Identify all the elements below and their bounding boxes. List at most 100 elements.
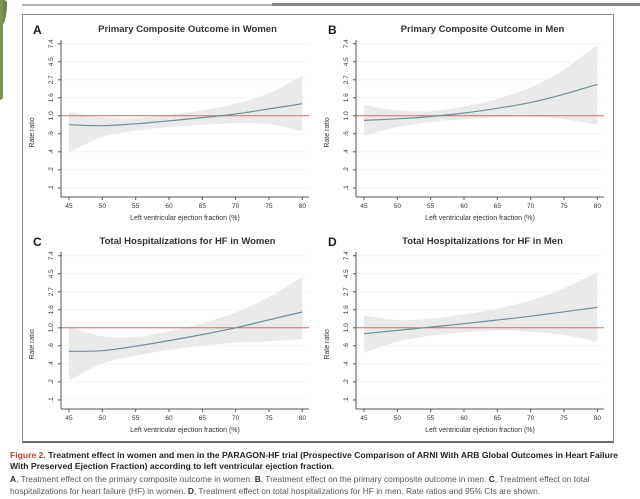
svg-text:75: 75 xyxy=(265,203,273,210)
svg-text:Left ventricular ejection frac: Left ventricular ejection fraction (%) xyxy=(425,215,535,222)
svg-text:65: 65 xyxy=(493,203,501,210)
svg-text:80: 80 xyxy=(298,415,306,422)
caption-body-block: A, Treatment effect on the primary compo… xyxy=(10,474,634,497)
svg-text:2.7: 2.7 xyxy=(48,286,55,295)
caption-panel-b-ref: B xyxy=(254,474,261,485)
svg-text:.1: .1 xyxy=(48,396,55,402)
svg-text:.6: .6 xyxy=(343,131,350,137)
panel-b-title: Primary Composite Outcome in Men xyxy=(400,24,565,35)
svg-text:2.7: 2.7 xyxy=(48,75,55,84)
svg-text:75: 75 xyxy=(560,415,568,422)
panel-b-letter: B xyxy=(328,23,337,37)
svg-text:.1: .1 xyxy=(343,185,350,191)
svg-text:.6: .6 xyxy=(48,131,55,137)
svg-text:Rate ratio: Rate ratio xyxy=(29,117,36,147)
svg-text:55: 55 xyxy=(132,203,140,210)
svg-text:1.0: 1.0 xyxy=(343,111,350,120)
svg-text:60: 60 xyxy=(460,415,468,422)
svg-text:7.4: 7.4 xyxy=(48,39,55,48)
svg-text:60: 60 xyxy=(460,203,468,210)
svg-text:65: 65 xyxy=(493,415,501,422)
top-rule-dark-segment xyxy=(272,3,640,6)
svg-text:65: 65 xyxy=(198,415,206,422)
svg-text:2.7: 2.7 xyxy=(343,286,350,295)
panel-a-letter: A xyxy=(33,23,42,37)
panel-d-letter: D xyxy=(328,234,337,249)
svg-text:7.4: 7.4 xyxy=(343,39,350,48)
green-edge-tab-line xyxy=(0,0,3,100)
svg-text:50: 50 xyxy=(393,415,401,422)
svg-text:1.0: 1.0 xyxy=(343,322,350,331)
caption-bold-block: Figure 2. Treatment effect in women and … xyxy=(10,450,634,472)
svg-text:75: 75 xyxy=(560,203,568,210)
green-edge-tab xyxy=(0,0,7,26)
svg-text:70: 70 xyxy=(527,415,535,422)
svg-text:70: 70 xyxy=(527,203,535,210)
panel-c: C Total Hospitalizations for HF in Women… xyxy=(23,230,318,442)
svg-text:.4: .4 xyxy=(48,360,55,366)
svg-text:.1: .1 xyxy=(343,396,350,402)
svg-text:55: 55 xyxy=(427,415,435,422)
panel-c-title: Total Hospitalizations for HF in Women xyxy=(99,235,276,247)
caption-panel-a-text: , Treatment effect on the primary compos… xyxy=(16,474,255,485)
caption-panel-a-ref: A xyxy=(10,474,17,485)
panel-c-letter: C xyxy=(33,234,42,249)
figure-panels-grid: A Primary Composite Outcome in Women .1.… xyxy=(23,15,613,441)
svg-text:50: 50 xyxy=(98,415,106,422)
svg-text:70: 70 xyxy=(232,203,240,210)
svg-text:50: 50 xyxy=(393,203,401,210)
svg-text:.4: .4 xyxy=(343,360,350,366)
svg-text:.4: .4 xyxy=(48,149,55,155)
panel-a-chart: .1 .2 .4 .6 1.0 1.6 2.7 4.5 7.4 45 50 55 60 65 70 75 80 L… xyxy=(29,39,309,222)
panel-b: B Primary Composite Outcome in Men .1 .2.… xyxy=(318,18,613,230)
svg-text:Left ventricular ejection frac: Left ventricular ejection fraction (%) xyxy=(425,427,535,434)
svg-text:45: 45 xyxy=(360,203,368,210)
caption-panel-c-text: , Treatment effect on total hospitalizat… xyxy=(10,474,590,496)
svg-text:.6: .6 xyxy=(343,342,350,348)
svg-text:75: 75 xyxy=(265,415,273,422)
svg-text:55: 55 xyxy=(132,415,140,422)
svg-text:60: 60 xyxy=(165,415,173,422)
svg-text:1.6: 1.6 xyxy=(48,304,55,313)
svg-text:.2: .2 xyxy=(48,378,55,384)
svg-text:Rate ratio: Rate ratio xyxy=(324,117,331,147)
svg-text:80: 80 xyxy=(298,203,306,210)
svg-text:1.6: 1.6 xyxy=(48,93,55,102)
svg-text:1.6: 1.6 xyxy=(343,93,350,102)
svg-text:Left ventricular ejection frac: Left ventricular ejection fraction (%) xyxy=(130,215,240,222)
svg-text:4.5: 4.5 xyxy=(343,57,350,66)
svg-text:1.0: 1.0 xyxy=(48,111,55,120)
svg-text:45: 45 xyxy=(65,415,73,422)
caption-bold-text: Treatment effect in women and men in the… xyxy=(10,450,618,472)
svg-text:.2: .2 xyxy=(343,167,350,173)
svg-text:45: 45 xyxy=(360,415,368,422)
svg-text:55: 55 xyxy=(427,203,435,210)
svg-text:1.0: 1.0 xyxy=(48,322,55,331)
panel-d: D Total Hospitalizations for HF in Men .… xyxy=(318,230,613,442)
caption-tail-text: Rate ratios and 95% CIs are shown. xyxy=(406,485,541,496)
figure-number-label: Figure 2. xyxy=(10,450,46,460)
svg-text:Left ventricular ejection frac: Left ventricular ejection fraction (%) xyxy=(130,427,240,434)
svg-text:.6: .6 xyxy=(48,342,55,348)
svg-text:80: 80 xyxy=(593,415,601,422)
caption-panel-d-ref: D xyxy=(187,485,194,496)
svg-text:60: 60 xyxy=(165,203,173,210)
panel-c-chart: .1 .2 .4 .6 1.0 1.6 2.7 4.5 7.4 45 50 55 60 65 70 75 80 L… xyxy=(29,250,309,434)
svg-text:.2: .2 xyxy=(343,378,350,384)
svg-text:Rate ratio: Rate ratio xyxy=(324,329,331,359)
svg-text:7.4: 7.4 xyxy=(48,250,55,259)
caption-panel-c-ref: C xyxy=(488,474,495,485)
svg-text:1.6: 1.6 xyxy=(343,304,350,313)
svg-text:.4: .4 xyxy=(343,149,350,155)
panel-a: A Primary Composite Outcome in Women .1.… xyxy=(23,18,318,230)
svg-text:Rate ratio: Rate ratio xyxy=(29,329,36,359)
panel-d-chart: .1 .2 .4 .6 1.0 1.6 2.7 4.5 7.4 45 50 55 60 65 70 75 80 L… xyxy=(324,250,604,434)
figure-box: A Primary Composite Outcome in Women .1.… xyxy=(22,14,614,443)
caption-panel-b-text: , Treatment effect on the primary compos… xyxy=(260,474,489,485)
svg-text:2.7: 2.7 xyxy=(343,75,350,84)
svg-text:80: 80 xyxy=(593,203,601,210)
svg-text:.1: .1 xyxy=(48,185,55,191)
svg-text:70: 70 xyxy=(232,415,240,422)
panel-b-chart: .1 .2 .4 .6 1.0 1.6 2.7 4.5 7.4 45 50 55 60 65 70 75 80 L… xyxy=(324,39,604,222)
svg-text:7.4: 7.4 xyxy=(343,250,350,259)
